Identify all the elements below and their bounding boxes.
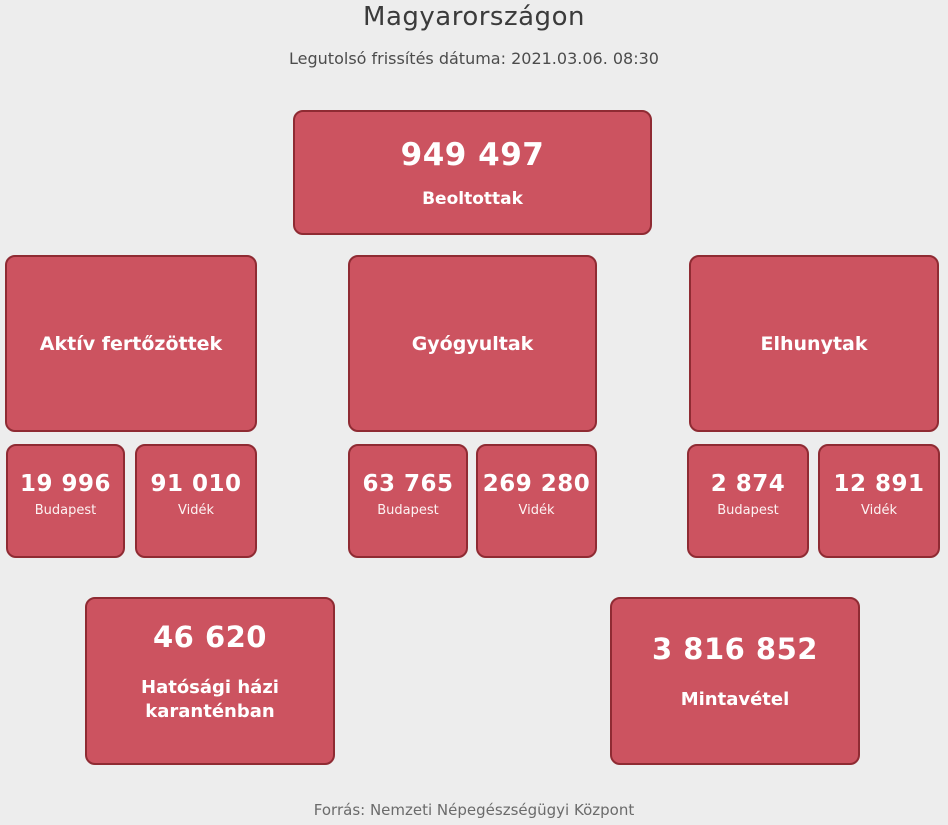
deceased-label: Elhunytak bbox=[760, 332, 868, 355]
deceased-budapest-label: Budapest bbox=[717, 502, 779, 518]
active-budapest-label: Budapest bbox=[34, 502, 97, 518]
active-videk-value: 91 010 bbox=[150, 470, 242, 497]
deceased-budapest-value: 2 874 bbox=[710, 470, 786, 497]
page-title: Magyarországon bbox=[363, 2, 585, 32]
card-recovered-videk: 269 280 Vidék bbox=[476, 444, 597, 558]
vaccinated-value: 949 497 bbox=[400, 136, 545, 173]
samples-label: Mintavétel bbox=[680, 688, 790, 710]
card-recovered: Gyógyultak bbox=[348, 255, 597, 432]
card-recovered-budapest: 63 765 Budapest bbox=[348, 444, 468, 558]
last-updated-text: Legutolsó frissítés dátuma: 2021.03.06. … bbox=[289, 49, 659, 68]
quarantine-value: 46 620 bbox=[153, 619, 267, 654]
recovered-budapest-label: Budapest bbox=[377, 502, 439, 518]
card-quarantine: 46 620 Hatósági házi karanténban bbox=[85, 597, 335, 765]
recovered-videk-label: Vidék bbox=[518, 502, 555, 518]
card-deceased-videk: 12 891 Vidék bbox=[818, 444, 940, 558]
recovered-budapest-value: 63 765 bbox=[362, 470, 454, 497]
vaccinated-label: Beoltottak bbox=[422, 188, 523, 209]
quarantine-label: Hatósági házi karanténban bbox=[141, 676, 279, 722]
card-deceased: Elhunytak bbox=[689, 255, 939, 432]
card-active-infected: Aktív fertőzöttek bbox=[5, 255, 257, 432]
deceased-videk-value: 12 891 bbox=[833, 470, 925, 497]
active-videk-label: Vidék bbox=[178, 502, 214, 518]
source-text: Forrás: Nemzeti Népegészségügyi Központ bbox=[313, 801, 635, 819]
recovered-label: Gyógyultak bbox=[411, 332, 534, 355]
active-budapest-value: 19 996 bbox=[19, 470, 112, 497]
card-deceased-budapest: 2 874 Budapest bbox=[687, 444, 809, 558]
card-active-videk: 91 010 Vidék bbox=[135, 444, 257, 558]
samples-value: 3 816 852 bbox=[652, 631, 818, 666]
card-samples: 3 816 852 Mintavétel bbox=[610, 597, 860, 765]
card-vaccinated: 949 497 Beoltottak bbox=[293, 110, 652, 235]
card-active-budapest: 19 996 Budapest bbox=[6, 444, 125, 558]
recovered-videk-value: 269 280 bbox=[482, 470, 591, 497]
active-infected-label: Aktív fertőzöttek bbox=[39, 332, 223, 355]
deceased-videk-label: Vidék bbox=[861, 502, 897, 518]
